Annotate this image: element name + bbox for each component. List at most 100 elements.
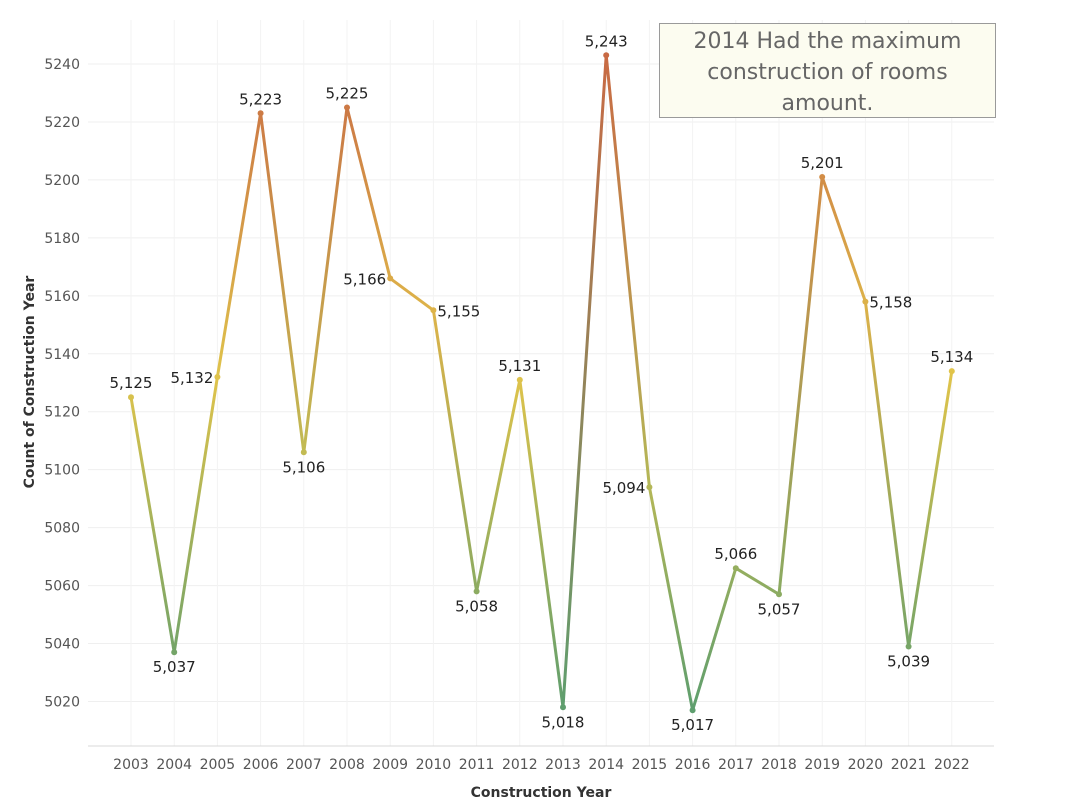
data-point[interactable]	[171, 649, 178, 656]
x-axis-title: Construction Year	[471, 785, 612, 798]
line-segment	[734, 566, 781, 596]
data-labels: 5,125 5,037 5,132 5,223 5,106 5,225 5,166 5,155…	[110, 32, 974, 734]
data-point[interactable]	[732, 565, 739, 572]
data-label: 5,058	[455, 597, 498, 615]
y-tick-label: 5020	[44, 695, 80, 711]
annotation-text: 2014 Had the maximum construction of roo…	[693, 29, 962, 116]
line-segment	[172, 375, 219, 654]
data-point[interactable]	[300, 449, 307, 456]
x-tick-label: 2015	[632, 757, 668, 773]
x-tick-label: 2009	[372, 757, 408, 773]
data-point[interactable]	[516, 376, 523, 383]
line-segment	[907, 369, 954, 648]
data-point[interactable]	[905, 643, 912, 650]
x-tick-label: 2011	[459, 757, 495, 773]
y-axis-title: Count of Construction Year	[22, 276, 38, 489]
data-label: 5,243	[585, 32, 628, 50]
line-segment	[691, 566, 738, 712]
x-tick-label: 2006	[243, 757, 279, 773]
y-tick-label: 5200	[44, 173, 80, 189]
data-label: 5,201	[801, 154, 844, 172]
data-label: 5,037	[153, 658, 196, 676]
gridlines	[88, 20, 994, 746]
x-axis-ticks: 2003 2004 2005 2006 2007 2008 2009 2010 2011 2012…	[113, 757, 969, 773]
y-tick-label: 5100	[44, 463, 80, 479]
data-point[interactable]	[948, 368, 955, 375]
data-point[interactable]	[257, 110, 264, 117]
data-label: 5,106	[282, 458, 325, 476]
x-tick-label: 2018	[761, 757, 797, 773]
data-point[interactable]	[128, 394, 134, 401]
y-tick-label: 5060	[44, 579, 80, 595]
data-label: 5,131	[498, 357, 541, 375]
y-tick-label: 5040	[44, 637, 80, 653]
y-tick-label: 5160	[44, 289, 80, 305]
line-segment	[475, 378, 522, 593]
line-segment	[777, 175, 824, 596]
x-tick-label: 2013	[545, 757, 581, 773]
data-point[interactable]	[214, 373, 221, 380]
line-segment	[604, 53, 651, 489]
x-tick-label: 2017	[718, 757, 754, 773]
data-point[interactable]	[689, 707, 696, 714]
x-tick-label: 2004	[156, 757, 192, 773]
y-tick-label: 5240	[44, 57, 80, 73]
line-segment	[345, 105, 392, 280]
x-tick-label: 2007	[286, 757, 322, 773]
x-tick-label: 2022	[934, 757, 970, 773]
x-tick-label: 2021	[891, 757, 927, 773]
data-point[interactable]	[776, 591, 782, 598]
line-segment	[561, 53, 608, 709]
data-label: 5,057	[758, 600, 801, 618]
data-label: 5,018	[542, 713, 585, 731]
data-label: 5,039	[887, 652, 930, 670]
line-segment	[259, 111, 306, 454]
line-segment	[129, 395, 176, 654]
x-tick-label: 2019	[804, 757, 840, 773]
y-tick-label: 5220	[44, 115, 80, 131]
annotation-box: 2014 Had the maximum construction of roo…	[659, 23, 996, 118]
x-tick-label: 2010	[416, 757, 452, 773]
x-tick-label: 2005	[200, 757, 236, 773]
y-tick-label: 5140	[44, 347, 80, 363]
data-point[interactable]	[819, 174, 826, 181]
y-axis-ticks: 5020 5040 5060 5080 5100 5120 5140 5160 5180 5200…	[44, 57, 80, 711]
line-segment	[518, 378, 565, 709]
y-tick-label: 5180	[44, 231, 80, 247]
line-segment	[647, 485, 695, 712]
data-label: 5,094	[602, 479, 645, 497]
line-segment	[388, 276, 435, 312]
data-point[interactable]	[473, 588, 480, 595]
data-point[interactable]	[430, 307, 437, 314]
line-segment	[431, 308, 479, 593]
series-points	[128, 52, 955, 714]
data-label: 5,166	[343, 270, 386, 288]
x-tick-label: 2008	[329, 757, 365, 773]
data-point[interactable]	[387, 275, 394, 282]
y-tick-label: 5120	[44, 405, 80, 421]
data-label: 5,066	[714, 545, 757, 563]
data-label: 5,223	[239, 90, 282, 108]
line-segment	[215, 111, 263, 379]
data-point[interactable]	[603, 52, 610, 59]
data-label: 5,158	[869, 294, 912, 312]
data-point[interactable]	[862, 298, 869, 305]
x-tick-label: 2016	[675, 757, 711, 773]
line-segment	[820, 175, 867, 304]
data-label: 5,132	[170, 369, 213, 387]
data-label: 5,134	[930, 348, 973, 366]
x-tick-label: 2020	[848, 757, 884, 773]
data-label: 5,225	[326, 84, 369, 102]
data-label: 5,017	[671, 716, 714, 734]
x-tick-label: 2014	[588, 757, 624, 773]
x-tick-label: 2012	[502, 757, 538, 773]
data-label: 5,155	[437, 302, 480, 320]
data-point[interactable]	[560, 704, 566, 711]
line-segment	[863, 300, 911, 648]
line-segment	[302, 105, 349, 454]
data-point[interactable]	[344, 104, 350, 111]
data-point[interactable]	[646, 484, 653, 491]
x-tick-label: 2003	[113, 757, 149, 773]
series-line	[129, 53, 954, 712]
